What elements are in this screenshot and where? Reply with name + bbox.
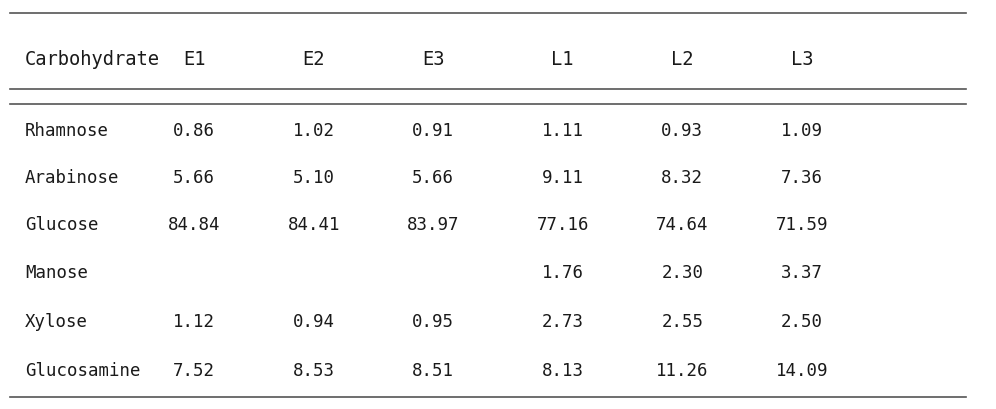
Text: 2.55: 2.55 (661, 312, 703, 330)
Text: 0.93: 0.93 (661, 122, 703, 140)
Text: Glucosamine: Glucosamine (25, 361, 140, 379)
Text: Rhamnose: Rhamnose (25, 122, 109, 140)
Text: 14.09: 14.09 (776, 361, 828, 379)
Text: 2.50: 2.50 (781, 312, 823, 330)
Text: 84.84: 84.84 (168, 216, 220, 234)
Text: 2.30: 2.30 (661, 263, 703, 281)
Text: 1.09: 1.09 (781, 122, 823, 140)
Text: 9.11: 9.11 (542, 169, 584, 187)
Text: 2.73: 2.73 (542, 312, 584, 330)
Text: L1: L1 (552, 50, 574, 69)
Text: 77.16: 77.16 (537, 216, 589, 234)
Text: Carbohydrate: Carbohydrate (25, 50, 160, 69)
Text: 3.37: 3.37 (781, 263, 823, 281)
Text: 5.66: 5.66 (412, 169, 454, 187)
Text: 5.66: 5.66 (173, 169, 215, 187)
Text: 5.10: 5.10 (293, 169, 335, 187)
Text: 84.41: 84.41 (288, 216, 340, 234)
Text: E1: E1 (183, 50, 205, 69)
Text: L2: L2 (671, 50, 693, 69)
Text: 1.12: 1.12 (173, 312, 215, 330)
Text: 1.02: 1.02 (293, 122, 335, 140)
Text: 71.59: 71.59 (776, 216, 828, 234)
Text: E2: E2 (303, 50, 325, 69)
Text: 0.86: 0.86 (173, 122, 215, 140)
Text: 0.91: 0.91 (412, 122, 454, 140)
Text: 1.76: 1.76 (542, 263, 584, 281)
Text: E3: E3 (422, 50, 444, 69)
Text: 8.51: 8.51 (412, 361, 454, 379)
Text: Xylose: Xylose (25, 312, 88, 330)
Text: 83.97: 83.97 (407, 216, 459, 234)
Text: 1.11: 1.11 (542, 122, 584, 140)
Text: Manose: Manose (25, 263, 88, 281)
Text: 0.95: 0.95 (412, 312, 454, 330)
Text: 8.53: 8.53 (293, 361, 335, 379)
Text: Arabinose: Arabinose (25, 169, 120, 187)
Text: 7.52: 7.52 (173, 361, 215, 379)
Text: 11.26: 11.26 (656, 361, 708, 379)
Text: 8.13: 8.13 (542, 361, 584, 379)
Text: 7.36: 7.36 (781, 169, 823, 187)
Text: 74.64: 74.64 (656, 216, 708, 234)
Text: L3: L3 (791, 50, 813, 69)
Text: 8.32: 8.32 (661, 169, 703, 187)
Text: 0.94: 0.94 (293, 312, 335, 330)
Text: Glucose: Glucose (25, 216, 99, 234)
